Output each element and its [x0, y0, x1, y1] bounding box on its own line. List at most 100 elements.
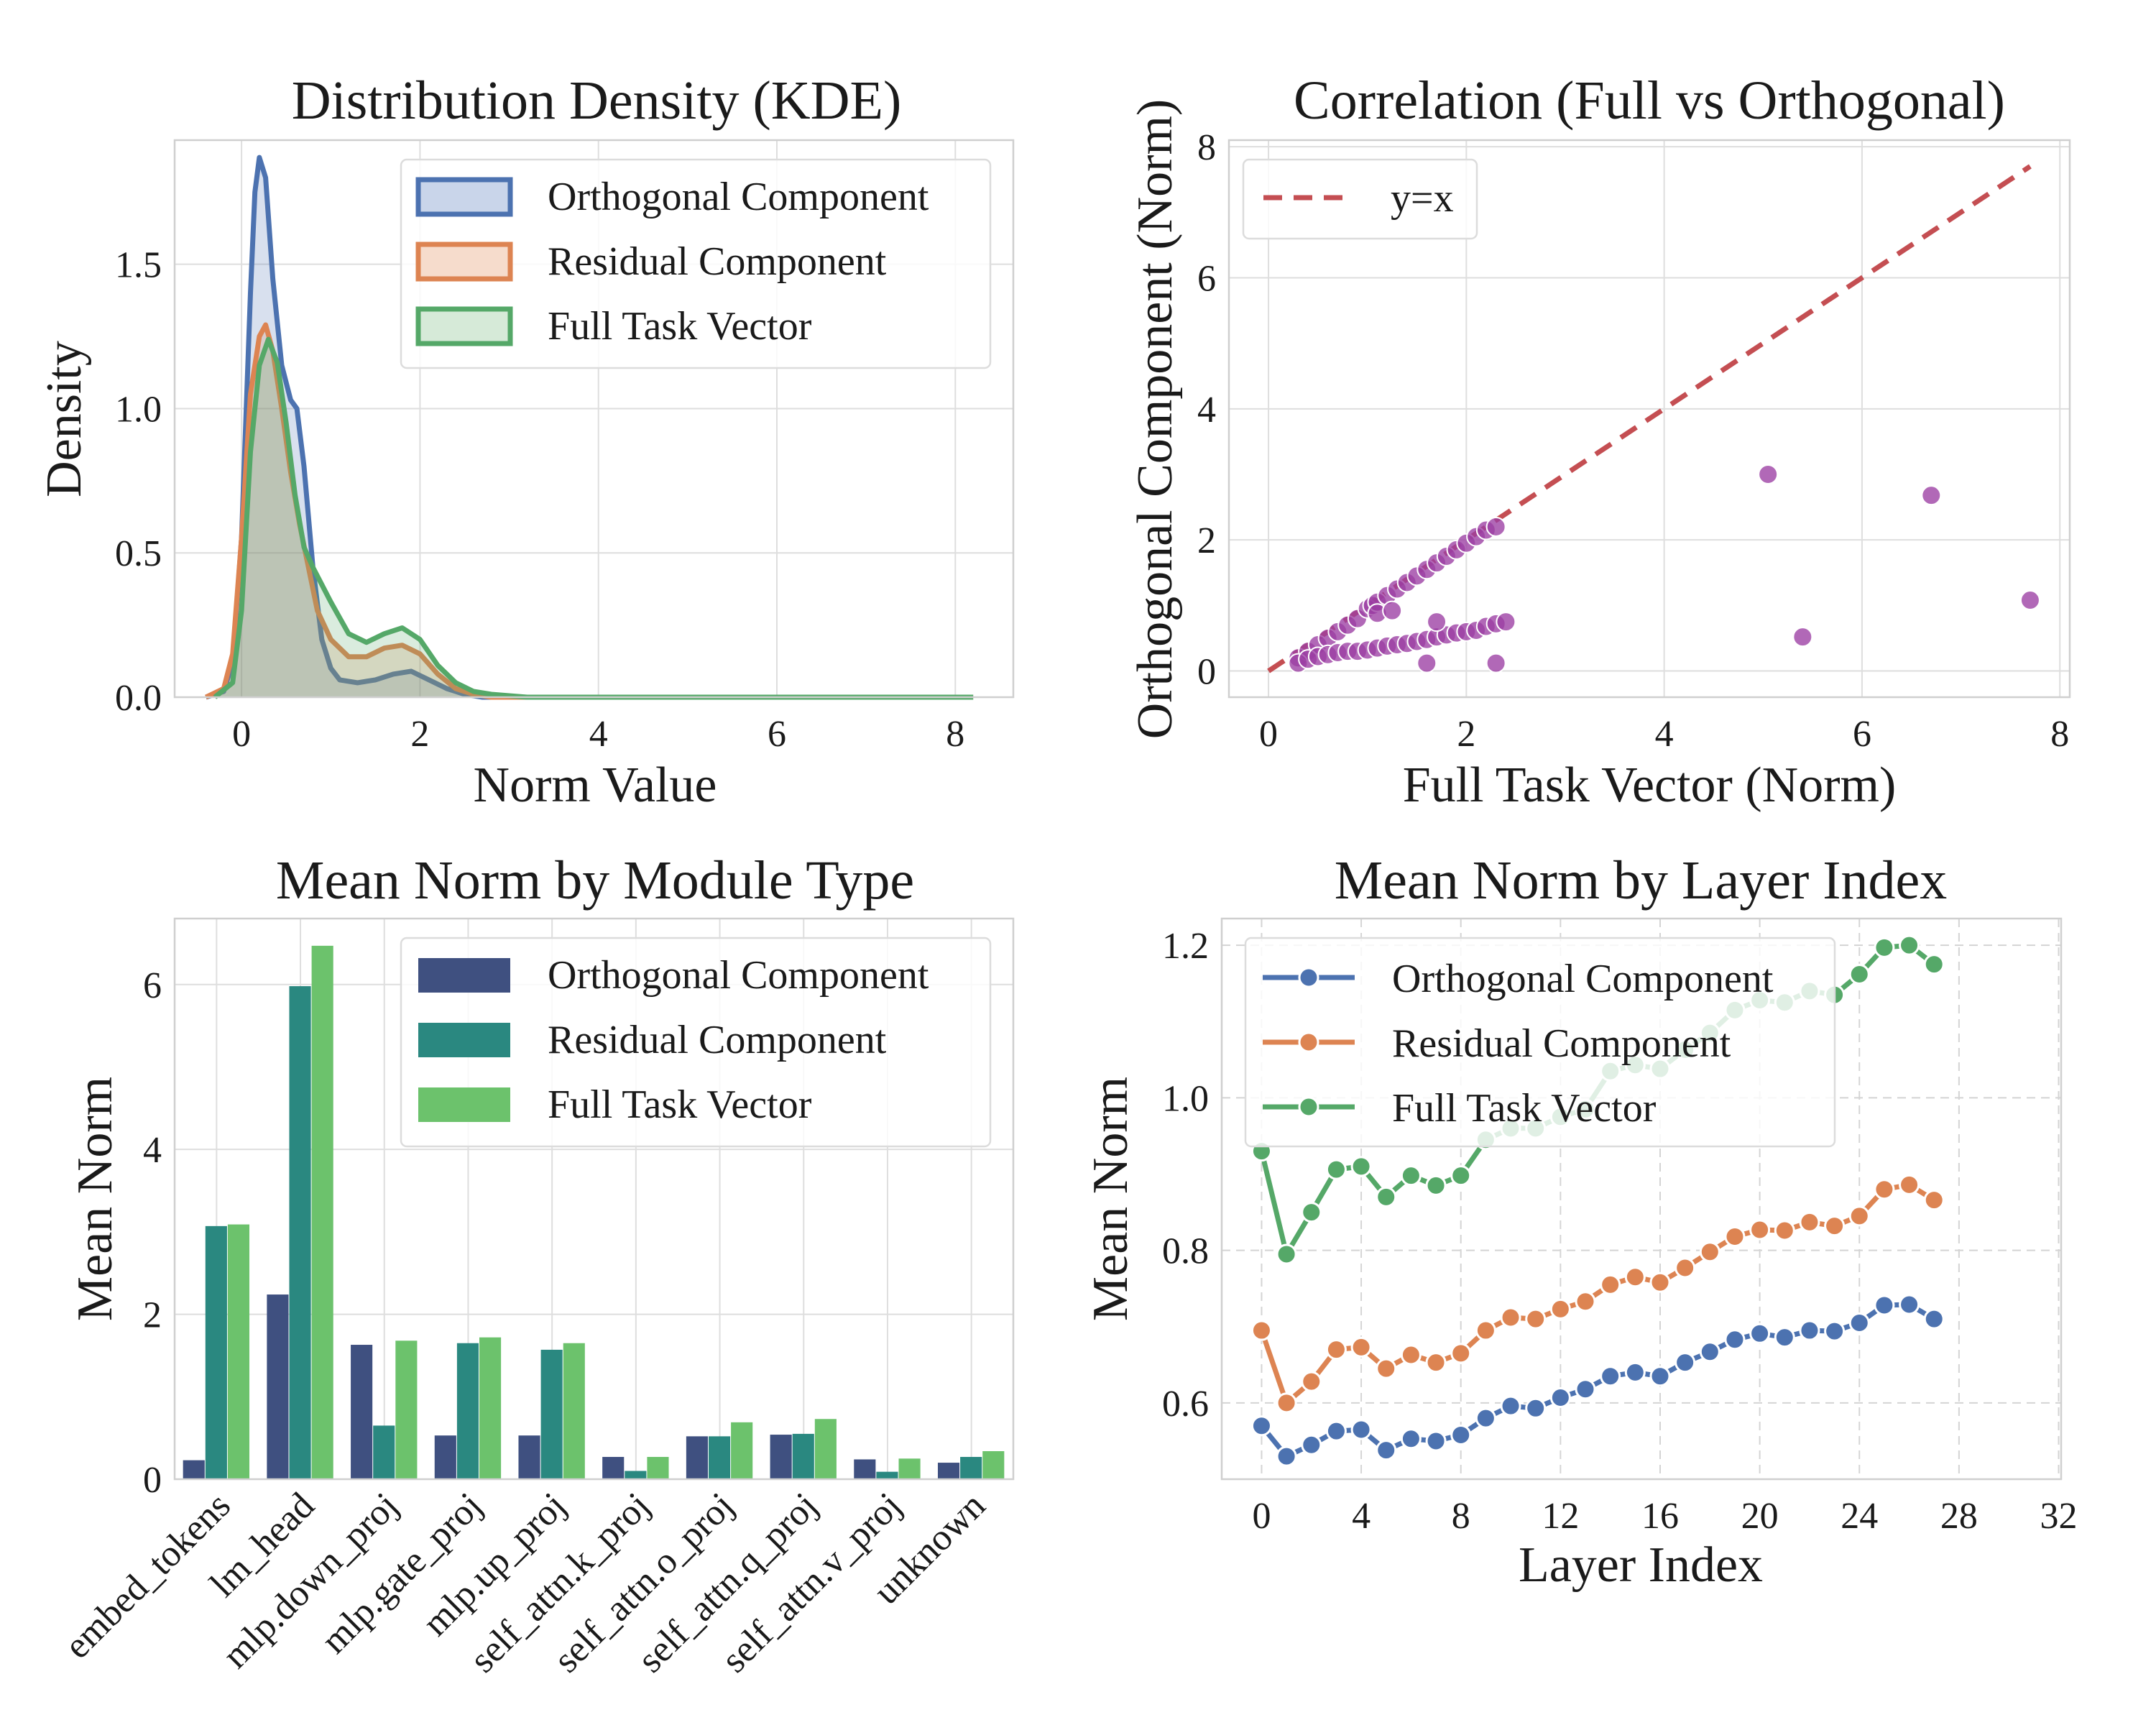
kde-y-tick-label: 0.0: [115, 678, 162, 719]
scatter-x-tick-label: 6: [1853, 714, 1871, 755]
bar-marks: [183, 945, 1005, 1479]
scatter-y-ticks: 0 2 4 6 8: [1197, 127, 1216, 692]
layer-point: [1674, 1352, 1696, 1374]
layer-y-tick-label: 1.0: [1162, 1078, 1209, 1119]
scatter-x-axis-label: Full Task Vector (Norm): [1403, 758, 1897, 813]
layer-point: [1350, 1419, 1372, 1440]
kde-legend-label: Orthogonal Component: [548, 175, 929, 219]
kde-density-curve: [204, 322, 974, 700]
layer-point: [1774, 1220, 1795, 1241]
layer-point: [1549, 1386, 1571, 1408]
layer-legend-swatch-marker: [1298, 1096, 1319, 1118]
layer-point: [1600, 1366, 1621, 1387]
kde-area-fill: [206, 325, 974, 697]
bar: [854, 1459, 876, 1479]
layer-legend: Orthogonal Component Residual Component Fu…: [1244, 937, 1836, 1148]
kde-legend-swatch: [415, 242, 513, 282]
scatter-point: [1382, 600, 1403, 621]
layer-point: [1649, 1271, 1671, 1293]
bar: [518, 1435, 540, 1479]
layer-title: Mean Norm by Layer Index: [1335, 850, 1948, 911]
layer-point: [1276, 1392, 1297, 1414]
layer-point: [1376, 1186, 1397, 1208]
layer-x-axis-label: Layer Index: [1519, 1537, 1763, 1593]
layer-point: [1425, 1352, 1447, 1374]
layer-point: [1624, 1361, 1646, 1383]
layer-point: [1376, 1358, 1397, 1379]
layer-point: [1899, 934, 1920, 956]
kde-x-tick-label: 6: [768, 714, 786, 755]
kde-x-ticks: 0 2 4 6 8: [232, 714, 964, 755]
bar-legend-swatch: [418, 1023, 510, 1057]
bar-legend-box: [400, 937, 992, 1148]
bar: [351, 1345, 373, 1479]
layer-y-tick-label: 0.6: [1162, 1384, 1209, 1425]
scatter-y-tick-label: 4: [1197, 390, 1216, 431]
kde-x-tick-label: 0: [232, 714, 251, 755]
kde-legend-label: Full Task Vector: [548, 304, 812, 349]
bar-y-tick-label: 4: [143, 1130, 162, 1171]
kde-y-ticks: 0.0 0.5 1.0 1.5: [115, 245, 162, 719]
layer-point: [1674, 1257, 1696, 1279]
bar: [898, 1458, 921, 1479]
bar-legend-swatch: [418, 1087, 510, 1122]
layer-point: [1624, 1266, 1646, 1288]
bar: [686, 1436, 708, 1479]
layer-point: [1400, 1428, 1422, 1450]
bar-legend-label: Residual Component: [548, 1018, 887, 1062]
scatter-point: [1496, 612, 1516, 632]
bar: [205, 1225, 227, 1479]
bar: [814, 1419, 837, 1479]
layer-point: [1475, 1320, 1496, 1341]
kde-density-curve: [205, 155, 974, 700]
scatter-y-tick-label: 2: [1197, 520, 1216, 561]
bar: [792, 1433, 814, 1479]
layer-x-tick-label: 0: [1252, 1496, 1271, 1537]
layer-point: [1301, 1202, 1322, 1223]
layer-point: [1848, 963, 1870, 985]
layer-point: [1923, 1190, 1945, 1211]
layer-y-ticks: 0.6 0.8 1.0 1.2: [1162, 926, 1209, 1425]
layer-plot-frame: [1220, 917, 2063, 1481]
bar: [479, 1337, 502, 1479]
layer-point: [1400, 1165, 1422, 1187]
layer-panel: Mean Norm by Layer Index 0 4 8 12 16 20 24 28 32…: [1083, 850, 2078, 1593]
kde-area-fill: [206, 157, 974, 698]
layer-point: [1749, 1219, 1771, 1241]
kde-legend-label: Residual Component: [548, 239, 887, 284]
kde-density-curve: [213, 336, 974, 700]
layer-point: [1301, 1371, 1322, 1392]
layer-legend-swatch-marker: [1298, 967, 1319, 988]
layer-point: [1301, 1434, 1322, 1455]
scatter-title: Correlation (Full vs Orthogonal): [1294, 70, 2005, 131]
kde-y-axis-label: Density: [37, 341, 92, 497]
kde-y-tick-label: 0.5: [115, 533, 162, 574]
bar: [311, 945, 333, 1479]
bar: [770, 1435, 792, 1479]
layer-point: [1450, 1165, 1472, 1187]
kde-areas: [204, 155, 974, 700]
layer-x-tick-label: 12: [1542, 1496, 1579, 1537]
layer-x-ticks: 0 4 8 12 16 20 24 28 32: [1252, 1496, 2077, 1537]
layer-legend-label: Residual Component: [1392, 1021, 1731, 1066]
bar: [267, 1294, 289, 1479]
layer-point: [1774, 1327, 1795, 1348]
bar: [563, 1343, 585, 1479]
bar: [540, 1349, 563, 1479]
kde-x-tick-label: 2: [410, 714, 429, 755]
layer-point: [1699, 1341, 1720, 1363]
scatter-x-tick-label: 0: [1259, 714, 1278, 755]
layer-point: [1350, 1156, 1372, 1177]
layer-point: [1749, 1322, 1771, 1344]
layer-point: [1874, 1179, 1895, 1200]
bar: [227, 1224, 250, 1479]
layer-point: [1874, 1294, 1895, 1316]
layer-point: [1699, 1241, 1720, 1263]
scatter-legend: y=x: [1242, 158, 1478, 240]
layer-point: [1549, 1298, 1571, 1320]
bar-y-tick-label: 6: [143, 965, 162, 1006]
kde-panel: Distribution Density (KDE) 0 2 4 6 8 0.0 0.5 1…: [37, 70, 1015, 813]
scatter-panel: Correlation (Full vs Orthogonal) 0 2 4 6 8 0…: [1128, 70, 2071, 813]
layer-point: [1799, 1211, 1820, 1233]
